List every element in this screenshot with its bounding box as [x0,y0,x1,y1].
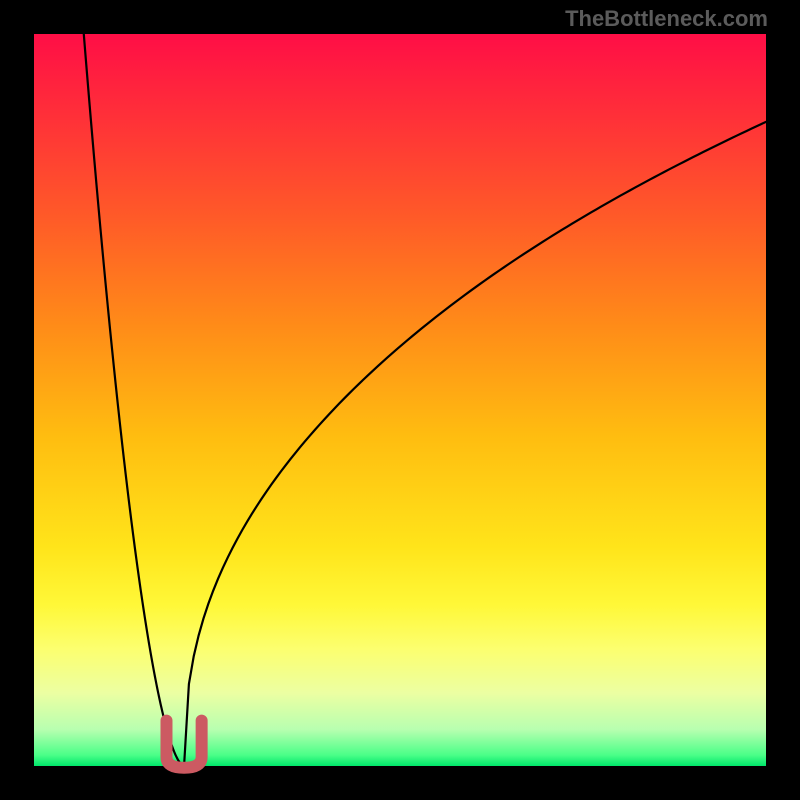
watermark-text: TheBottleneck.com [565,6,768,32]
chart-container: TheBottleneck.com [0,0,800,800]
plot-background [34,34,766,766]
bottleneck-chart [0,0,800,800]
